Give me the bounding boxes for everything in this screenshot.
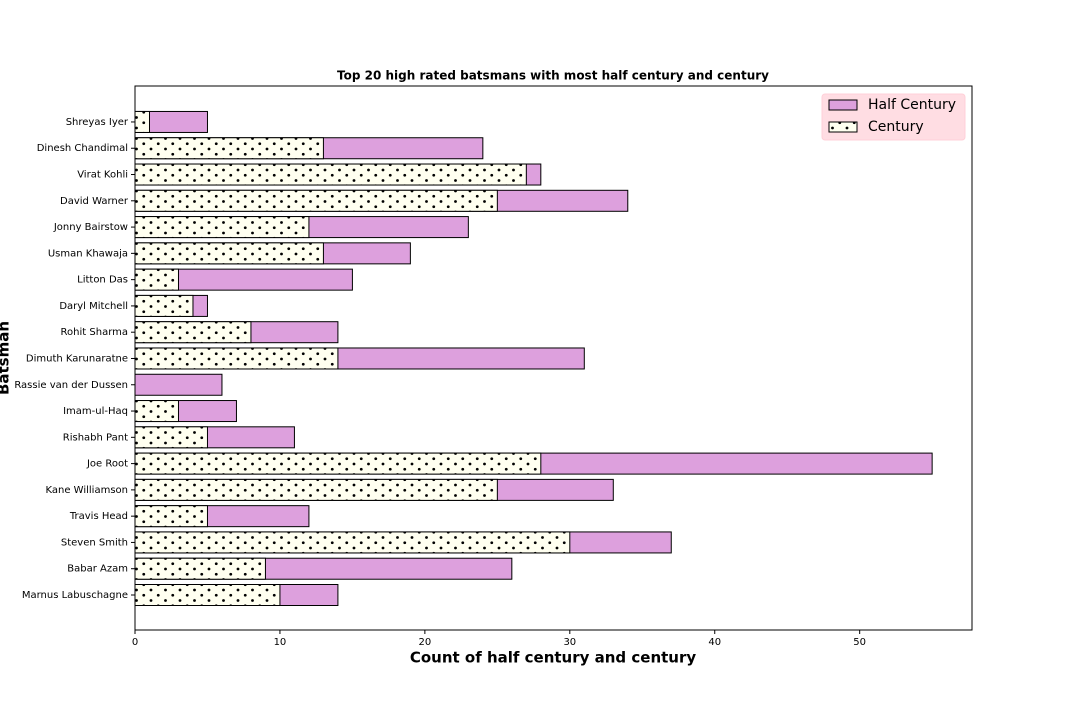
bar: [134, 347, 339, 370]
y-tick-label: Virat Kohli: [77, 170, 128, 181]
bar: [134, 557, 266, 580]
x-axis-label: Count of half century and century: [410, 649, 697, 667]
legend-box: [821, 93, 966, 141]
bar: [134, 163, 527, 186]
bar: [134, 242, 324, 265]
x-tick-label: 10: [274, 637, 287, 648]
x-tick-label: 40: [708, 637, 721, 648]
y-tick-label: Travis Head: [69, 511, 128, 522]
bar: [134, 426, 208, 449]
y-tick-label: Kane Williamson: [46, 485, 129, 496]
y-tick-label: Babar Azam: [67, 564, 128, 575]
y-axis-label: Batsman: [0, 321, 13, 395]
bar: [134, 505, 208, 528]
y-tick-label: Rohit Sharma: [61, 327, 128, 338]
bar: [134, 189, 498, 212]
bar: [134, 452, 542, 475]
bar: [134, 110, 150, 133]
y-tick-label: Joe Root: [86, 459, 128, 470]
y-tick-label: Usman Khawaja: [48, 248, 128, 259]
bar: [134, 478, 498, 501]
y-tick-label: Marnus Labuschagne: [22, 590, 128, 601]
x-tick-label: 20: [419, 637, 432, 648]
x-tick-label: 30: [563, 637, 576, 648]
y-tick-label: Imam-ul-Haq: [63, 406, 128, 417]
plot-frame: [134, 85, 973, 631]
legend-swatch: [828, 99, 858, 111]
bar: [134, 216, 310, 239]
y-tick-label: Jonny Bairstow: [53, 222, 128, 233]
bar: [134, 137, 324, 160]
y-tick-label: Shreyas Iyer: [66, 117, 129, 128]
y-tick-label: Daryl Mitchell: [59, 301, 128, 312]
bar: [134, 584, 281, 606]
y-tick-label: Dinesh Chandimal: [37, 143, 128, 154]
y-tick-label: Steven Smith: [61, 537, 128, 548]
legend-swatch: [828, 121, 858, 133]
x-tick-label: 50: [853, 637, 866, 648]
bar: [134, 321, 252, 344]
bar: [134, 531, 571, 554]
bar: [134, 294, 194, 317]
y-tick-label: Rishabh Pant: [63, 432, 128, 443]
bar: [134, 268, 179, 291]
bar: [134, 373, 223, 396]
legend-label: Half Century: [868, 97, 956, 113]
y-tick-label: Litton Das: [77, 275, 128, 286]
y-tick-label: Rassie van der Dussen: [14, 380, 128, 391]
y-tick-label: Dimuth Karunaratne: [26, 353, 128, 364]
x-tick-label: 0: [132, 637, 138, 648]
y-tick-label: David Warner: [60, 196, 129, 207]
chart-title: Top 20 high rated batsmans with most hal…: [337, 69, 769, 83]
legend-label: Century: [868, 119, 924, 135]
bar: [134, 400, 179, 423]
